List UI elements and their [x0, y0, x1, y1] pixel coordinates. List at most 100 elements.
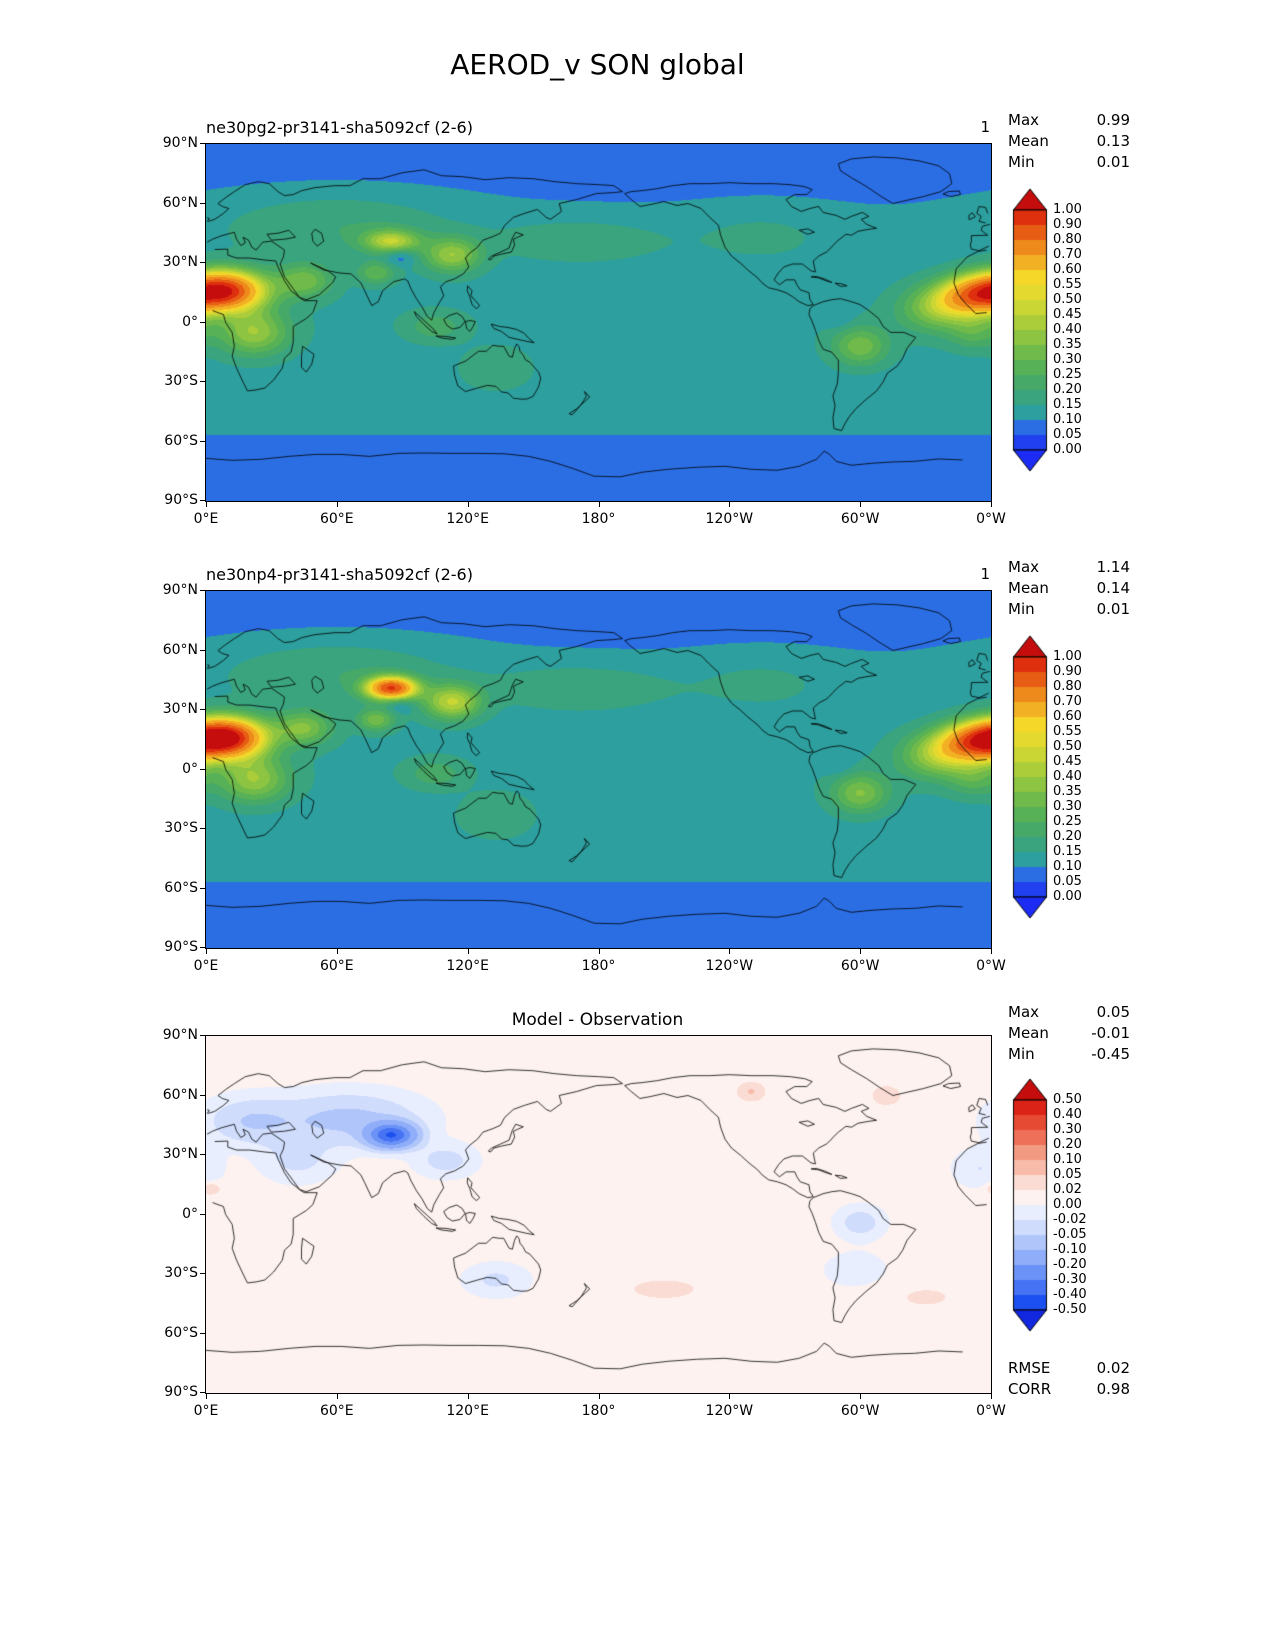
y-axis-tick — [200, 1392, 205, 1393]
stat-value: 0.14 — [1096, 579, 1130, 597]
colorbar-tick-label: 0.00 — [1053, 889, 1082, 904]
stat-label: Mean — [1008, 1024, 1049, 1042]
colorbar-tick-label: 0.00 — [1053, 442, 1082, 457]
x-axis-tick-label: 180° — [581, 958, 616, 974]
y-axis-tick — [200, 769, 205, 770]
colorbar-tick-label: 0.80 — [1053, 232, 1082, 247]
colorbar-tick-label: 0.10 — [1053, 859, 1082, 874]
y-axis-tick-label: 30°S — [164, 820, 198, 836]
x-axis-tick-label: 0°E — [193, 1403, 219, 1419]
colorbar-tick-label: 0.40 — [1053, 769, 1082, 784]
x-axis-tick — [991, 502, 992, 507]
stat-row-mean: Mean 0.13 — [1008, 131, 1130, 152]
x-axis-tick — [599, 1394, 600, 1399]
x-axis-tick-label: 0°W — [976, 511, 1006, 527]
stat-row-max: Max 0.05 — [1008, 1002, 1130, 1023]
x-axis-tick-label: 120°W — [705, 1403, 754, 1419]
map-canvas-3 — [206, 1036, 991, 1393]
x-axis-tick-label: 60°E — [319, 511, 354, 527]
panel-2-units-label: 1 — [980, 565, 990, 583]
x-axis-tick — [599, 949, 600, 954]
x-axis-tick — [206, 502, 207, 507]
y-axis-tick — [200, 1154, 205, 1155]
colorbar-tick-label: 0.05 — [1053, 874, 1082, 889]
colorbar-tick-label: 0.55 — [1053, 724, 1082, 739]
y-axis-tick — [200, 947, 205, 948]
x-axis-tick — [337, 502, 338, 507]
stat-row-max: Max 1.14 — [1008, 557, 1130, 578]
x-axis-tick-label: 0°E — [193, 958, 219, 974]
x-axis-tick — [991, 1394, 992, 1399]
colorbar-tick-label: 0.02 — [1053, 1182, 1082, 1197]
stat-value: 0.01 — [1096, 600, 1130, 618]
colorbar-3 — [1012, 1078, 1048, 1332]
colorbar-tick-label: 0.20 — [1053, 1137, 1082, 1152]
y-axis-tick-label: 0° — [182, 760, 198, 777]
stat-row-max: Max 0.99 — [1008, 110, 1130, 131]
y-axis-tick — [200, 709, 205, 710]
x-axis-tick-label: 0°W — [976, 958, 1006, 974]
colorbar-tick-label: 1.00 — [1053, 649, 1082, 664]
stat-value: 0.98 — [1096, 1380, 1130, 1398]
y-axis-tick — [200, 441, 205, 442]
y-axis-tick — [200, 1035, 205, 1036]
x-axis-tick-label: 60°E — [319, 1403, 354, 1419]
stat-value: 0.13 — [1096, 132, 1130, 150]
y-axis-tick-label: 90°S — [164, 1384, 198, 1400]
y-axis-tick-label: 30°S — [164, 1265, 198, 1281]
panel-1-units-label: 1 — [980, 118, 990, 136]
y-axis-tick-label: 30°N — [162, 701, 198, 717]
figure-title: AEROD_v SON global — [450, 48, 745, 81]
stat-row-mean: Mean -0.01 — [1008, 1023, 1130, 1044]
y-axis-tick-label: 30°N — [162, 254, 198, 270]
stat-row-min: Min 0.01 — [1008, 152, 1130, 173]
y-axis-tick — [200, 143, 205, 144]
panel-1-title: ne30pg2-pr3141-sha5092cf (2-6) — [206, 118, 473, 137]
x-axis-tick — [729, 949, 730, 954]
x-axis-tick — [729, 502, 730, 507]
y-axis-tick — [200, 1333, 205, 1334]
y-axis-tick — [200, 590, 205, 591]
colorbar-tick-label: -0.05 — [1053, 1227, 1087, 1242]
colorbar-tick-label: 0.50 — [1053, 292, 1082, 307]
x-axis-tick-label: 120°E — [446, 958, 489, 974]
stat-value: 0.99 — [1096, 111, 1130, 129]
x-axis-tick — [991, 949, 992, 954]
y-axis-tick — [200, 888, 205, 889]
y-axis-tick-label: 90°S — [164, 492, 198, 508]
x-axis-tick-label: 60°W — [840, 958, 880, 974]
y-axis-tick-label: 60°S — [164, 1324, 198, 1341]
y-axis-tick-label: 60°N — [162, 641, 198, 658]
panel-1: ne30pg2-pr3141-sha5092cf (2-6) 1 Max 0.99… — [0, 110, 1275, 580]
colorbar-tick-label: 0.40 — [1053, 322, 1082, 337]
y-axis-tick-label: 90°N — [162, 582, 198, 598]
panel-3: Model - Observation Max 0.05 Mean -0.01 Mi… — [0, 1002, 1275, 1472]
panel-2-stats: Max 1.14 Mean 0.14 Min 0.01 — [1008, 557, 1130, 620]
colorbar-2 — [1012, 635, 1048, 919]
colorbar-tick-label: 0.00 — [1053, 1197, 1082, 1212]
x-axis-tick-label: 120°E — [446, 1403, 489, 1419]
colorbar-tick-label: 0.70 — [1053, 694, 1082, 709]
stat-row-rmse: RMSE 0.02 — [1008, 1358, 1130, 1379]
colorbar-tick-label: -0.20 — [1053, 1257, 1087, 1272]
colorbar-tick-label: 0.05 — [1053, 427, 1082, 442]
y-axis-tick-label: 30°N — [162, 1146, 198, 1162]
stat-value: 0.05 — [1096, 1003, 1130, 1021]
y-axis-tick-label: 0° — [182, 313, 198, 330]
colorbar-tick-label: 0.30 — [1053, 799, 1082, 814]
x-axis-tick-label: 180° — [581, 1403, 616, 1419]
y-axis-tick-label: 30°S — [164, 373, 198, 389]
colorbar-tick-label: -0.10 — [1053, 1242, 1087, 1257]
x-axis-tick-label: 60°W — [840, 511, 880, 527]
stat-label: Mean — [1008, 132, 1049, 150]
panel-2-title: ne30np4-pr3141-sha5092cf (2-6) — [206, 565, 473, 584]
x-axis-tick-label: 120°W — [705, 511, 754, 527]
map-frame-1 — [205, 143, 992, 502]
y-axis-tick-label: 90°S — [164, 939, 198, 955]
x-axis-tick — [206, 1394, 207, 1399]
x-axis-tick-label: 60°W — [840, 1403, 880, 1419]
colorbar-tick-label: -0.30 — [1053, 1272, 1087, 1287]
stat-label: RMSE — [1008, 1359, 1051, 1377]
stat-label: Mean — [1008, 579, 1049, 597]
